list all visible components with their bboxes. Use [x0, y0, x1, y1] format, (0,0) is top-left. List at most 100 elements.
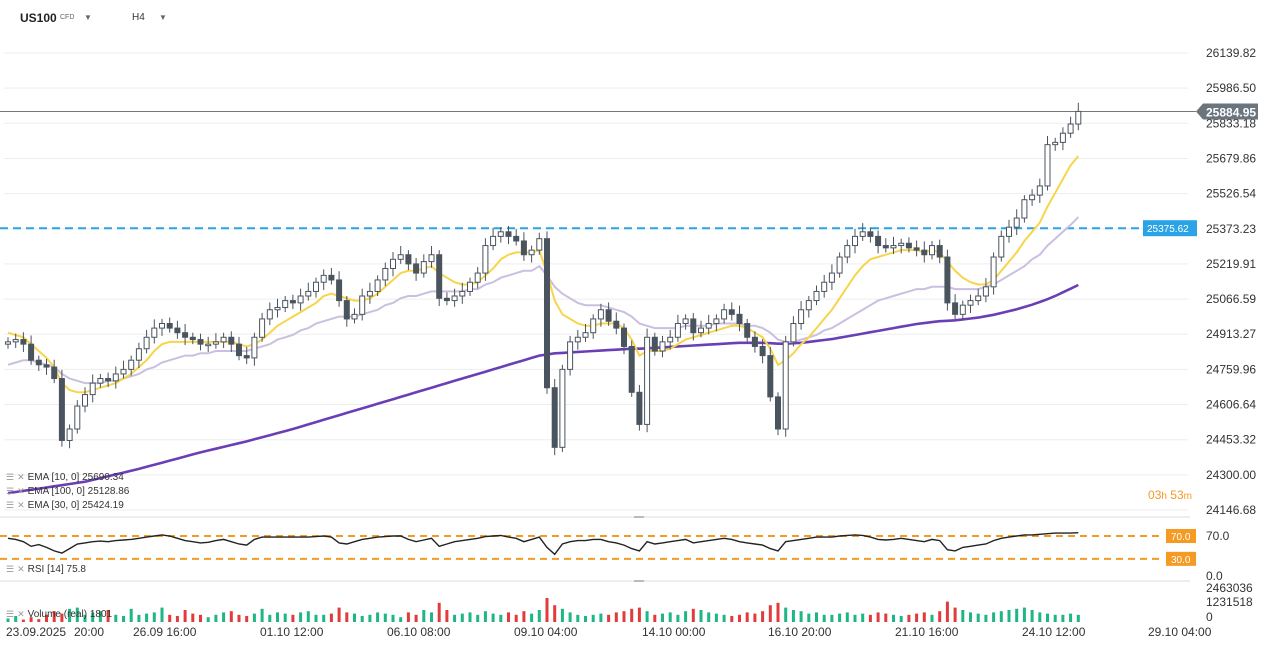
current-price-tag [1196, 103, 1258, 120]
candle-body [775, 396, 781, 430]
candle-body [420, 261, 427, 274]
volume-bar [1061, 614, 1065, 622]
candle-body [605, 309, 612, 322]
volume-bar [183, 610, 187, 622]
countdown-hours-unit: h [1161, 491, 1167, 502]
candle-body [859, 231, 866, 237]
volume-bar [1069, 613, 1073, 622]
volume-bar [745, 612, 749, 622]
volume-bar [206, 617, 210, 622]
candle-body [536, 238, 543, 251]
candle-body [705, 323, 712, 329]
candle-body [374, 279, 381, 292]
close-icon[interactable]: ✕ [17, 472, 25, 482]
candle-body [890, 245, 897, 249]
candle-body [644, 336, 651, 425]
volume-bar [807, 613, 811, 622]
symbol-label[interactable]: US100 [20, 11, 57, 25]
volume-bar [845, 612, 849, 622]
volume-bar [1046, 613, 1049, 622]
close-icon[interactable]: ✕ [17, 500, 25, 510]
volume-bar [191, 613, 195, 622]
volume-bar [260, 608, 264, 622]
pane-resize-handle [634, 580, 644, 582]
symbol-dropdown-icon[interactable]: ▼ [84, 13, 92, 22]
menu-icon[interactable]: ☰ [6, 609, 15, 619]
candle-body [651, 336, 658, 352]
volume-bar [276, 612, 279, 622]
volume-bar [222, 612, 226, 622]
candle-body [505, 231, 512, 237]
candle-body [189, 336, 196, 341]
volume-bar [861, 613, 865, 622]
menu-icon[interactable]: ☰ [6, 564, 15, 574]
volume-bar [591, 614, 595, 622]
volume-bar [553, 605, 557, 622]
candle-body [936, 245, 943, 258]
candle-body [613, 320, 620, 329]
candle-body [759, 345, 766, 357]
candle-body [836, 256, 843, 274]
volume-bar [14, 616, 18, 622]
candle-body [713, 318, 720, 325]
menu-icon[interactable]: ☰ [6, 472, 15, 482]
candle-body [282, 300, 289, 308]
volume-bar [537, 610, 541, 622]
volume-bar [106, 610, 110, 622]
volume-bar [468, 612, 472, 622]
volume-bar [306, 611, 310, 622]
candle-body [882, 245, 889, 249]
candle-body [174, 327, 181, 334]
volume-bar [545, 598, 549, 622]
time-tick-label: 24.10 12:00 [1022, 625, 1086, 639]
volume-bar [83, 614, 87, 622]
volume-bar [699, 610, 703, 622]
rsi-upper-tag [1166, 529, 1196, 543]
price-tick-label: 25833.18 [1206, 116, 1256, 130]
volume-bar [1076, 614, 1080, 622]
volume-legend-label: Volume (real) 1801 [27, 609, 113, 620]
candle-body [998, 235, 1005, 258]
candle-body [159, 323, 165, 329]
timeframe-dropdown-icon[interactable]: ▼ [159, 13, 167, 22]
ema100-legend: ☰ ✕ EMA [100, 0] 25128.86 [6, 486, 129, 497]
volume-bar [930, 614, 934, 622]
candle-body [490, 235, 497, 247]
menu-icon[interactable]: ☰ [6, 500, 15, 510]
volume-bar [707, 612, 711, 622]
resistance-label: 25375.62 [1147, 224, 1189, 235]
close-icon[interactable]: ✕ [17, 564, 25, 574]
candle-body [1052, 141, 1059, 146]
candle-body [428, 254, 435, 263]
candle-body [266, 309, 273, 320]
candle-body [251, 336, 258, 359]
candle-body [336, 279, 343, 302]
price-tick-label: 24606.64 [1206, 398, 1256, 412]
rsi-lower-tag [1166, 551, 1196, 566]
volume-bar [430, 612, 433, 622]
volume-bar [406, 612, 410, 622]
volume-bar [160, 607, 164, 622]
menu-icon[interactable]: ☰ [6, 486, 15, 496]
volume-bar [560, 608, 564, 622]
candle-body [590, 318, 597, 334]
candle-body [12, 339, 19, 343]
candle-body [952, 302, 959, 315]
volume-bar [437, 602, 441, 622]
close-icon[interactable]: ✕ [17, 609, 25, 619]
price-tick-label: 25373.23 [1206, 222, 1256, 236]
time-tick-label: 20:00 [74, 625, 104, 639]
candle-body [898, 242, 905, 247]
volume-bar [676, 614, 680, 622]
volume-bar [784, 607, 788, 622]
volume-bar [568, 612, 572, 622]
close-icon[interactable]: ✕ [17, 486, 25, 496]
volume-bar [892, 614, 895, 622]
volume-bar [129, 608, 133, 622]
price-tick-label: 24759.96 [1206, 362, 1256, 376]
volume-bar [830, 614, 834, 622]
candle-body [320, 274, 327, 283]
timeframe-label[interactable]: H4 [132, 12, 145, 23]
candle-body [636, 391, 643, 425]
